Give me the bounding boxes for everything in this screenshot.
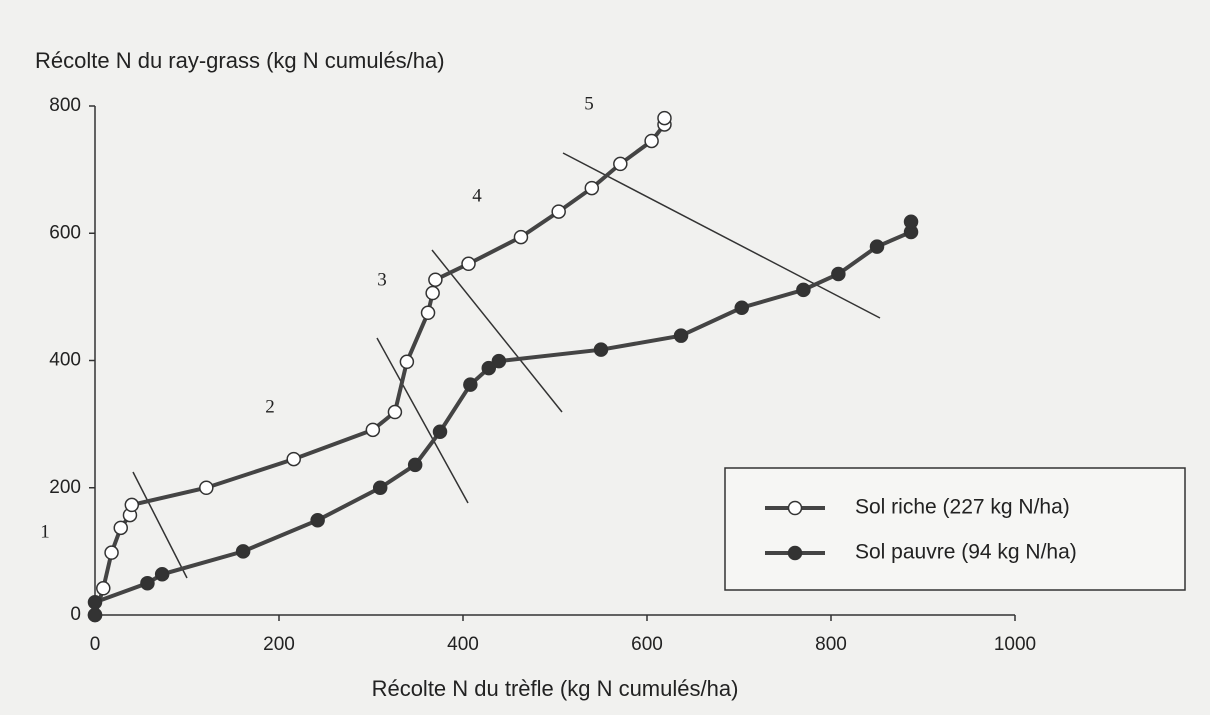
y-axis-title: Récolte N du ray-grass (kg N cumulés/ha) [35, 48, 445, 73]
y-tick-label: 400 [49, 350, 81, 371]
series-line [93, 118, 667, 616]
point [399, 354, 415, 370]
point [420, 305, 436, 321]
annotation: 5 [584, 93, 594, 114]
legend-marker [787, 500, 803, 516]
point [310, 512, 325, 528]
x-tick-label: 800 [815, 634, 847, 655]
y-tick-label: 200 [49, 477, 81, 498]
point [154, 567, 170, 582]
point [593, 342, 609, 357]
point [432, 424, 448, 440]
point [428, 272, 443, 287]
point [235, 544, 251, 559]
legend-label: Sol pauvre (94 kg N/ha) [855, 541, 1077, 564]
point [124, 497, 140, 513]
point [372, 480, 388, 495]
point [796, 282, 811, 298]
point [831, 266, 846, 282]
x-tick-label: 1000 [994, 634, 1036, 655]
y-tick-label: 800 [49, 95, 81, 116]
point [104, 545, 119, 560]
annotation: 3 [377, 269, 387, 290]
point [407, 457, 423, 473]
point [425, 285, 440, 301]
point [673, 328, 689, 343]
y-tick-label: 600 [49, 222, 81, 243]
x-tick-label: 600 [631, 634, 663, 655]
separator [376, 337, 469, 504]
point [734, 300, 750, 315]
point [613, 156, 628, 172]
annotation: 4 [472, 185, 482, 206]
point [903, 214, 919, 230]
separator [562, 152, 881, 319]
point [113, 520, 129, 536]
point [140, 575, 155, 591]
point [199, 480, 214, 495]
point [461, 256, 476, 272]
separator [132, 471, 188, 579]
separator [431, 249, 563, 413]
point [491, 353, 507, 369]
point [286, 451, 301, 467]
point [644, 133, 659, 149]
point [365, 422, 381, 438]
point [551, 204, 566, 219]
point [87, 595, 103, 610]
legend-marker [787, 545, 803, 561]
x-tick-label: 0 [90, 634, 101, 655]
annotation: 2 [265, 396, 275, 417]
point [513, 229, 529, 245]
annotation: 1 [40, 521, 50, 542]
x-axis-title: Récolte N du trèfle (kg N cumulés/ha) [372, 676, 739, 701]
point [481, 360, 497, 376]
point [87, 607, 103, 623]
point [869, 239, 885, 254]
y-tick-label: 0 [70, 604, 81, 625]
legend-box [724, 467, 1186, 591]
point [463, 377, 478, 392]
point [584, 180, 600, 196]
x-tick-label: 200 [263, 634, 295, 655]
point [387, 404, 403, 420]
legend-label: Sol riche (227 kg N/ha) [855, 496, 1070, 519]
point [657, 110, 672, 126]
point [96, 581, 111, 596]
x-tick-label: 400 [447, 634, 479, 655]
